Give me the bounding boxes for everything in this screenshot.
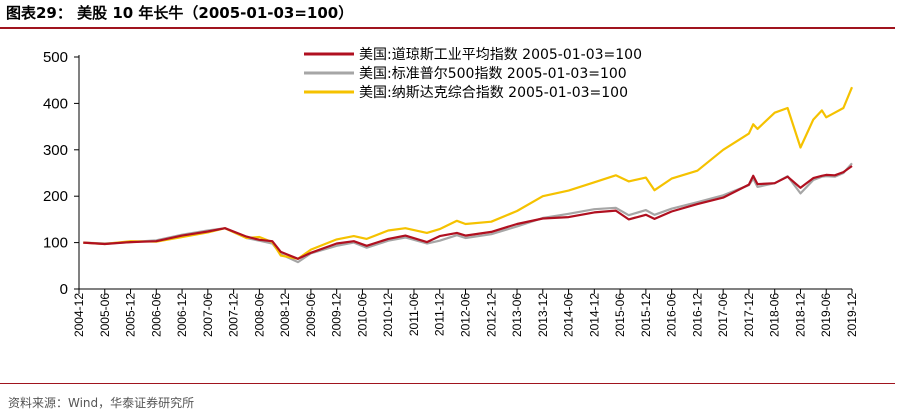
source-note: 资料来源：Wind，华泰证券研究所 [8,396,195,410]
legend-label-3: 美国:纳斯达克综合指数 2005-01-03=100 [359,85,628,101]
x-tick-label: 2018-12 [793,293,807,337]
legend-label-2: 美国:标准普尔500指数 2005-01-03=100 [359,66,627,82]
x-tick-label: 2008-12 [278,293,292,337]
x-tick-label: 2015-12 [639,293,653,337]
y-tick-label: 200 [43,188,68,205]
series-lines [83,86,854,264]
line-chart: 0 100 200 300 400 500 2004-12 2005-06 2005-12 200… [43,47,859,337]
x-tick-label: 2014-06 [562,293,576,337]
y-tick-label: 100 [43,235,68,252]
series-line-2 [83,162,853,264]
x-tick-label: 2014-12 [587,293,601,337]
x-tick-label: 2009-06 [304,293,318,337]
chart-axes: 0 100 200 300 400 500 2004-12 2005-06 2005-12 200… [43,49,859,337]
y-tick-label: 400 [43,95,68,112]
x-tick-label: 2007-12 [227,293,241,337]
x-tick-label: 2008-06 [252,293,266,337]
x-tick-label: 2005-06 [98,293,112,337]
figure-title: 图表29： 美股 10 年长牛（2005-01-03=100） [6,4,354,22]
y-tick-label: 0 [60,281,68,298]
x-tick-label: 2006-06 [149,293,163,337]
x-tick-label: 2018-06 [768,293,782,337]
x-tick-label: 2005-12 [124,293,138,337]
x-tick-label: 2007-06 [201,293,215,337]
chart-legend: 美国:道琼斯工业平均指数 2005-01-03=100 美国:标准普尔500指数 … [304,47,642,101]
x-tick-label: 2010-06 [355,293,369,337]
x-tick-label: 2013-12 [536,293,550,337]
x-tick-label: 2019-06 [819,293,833,337]
x-tick-label: 2006-12 [175,293,189,337]
x-tick-label: 2010-12 [381,293,395,337]
x-tick-label: 2017-12 [742,293,756,337]
x-tick-label: 2009-12 [330,293,344,337]
title-rule [0,27,895,29]
x-tick-label: 2015-06 [613,293,627,337]
x-tick-label: 2019-12 [845,293,859,337]
x-tick-label: 2011-06 [407,293,421,336]
x-tick-label: 2012-06 [459,293,473,337]
x-tick-label: 2011-12 [433,293,447,336]
bottom-rule [0,383,895,384]
series-line-1 [83,165,853,260]
y-tick-label: 300 [43,142,68,159]
figure-header: 图表29： 美股 10 年长牛（2005-01-03=100） [0,0,899,30]
legend-label-1: 美国:道琼斯工业平均指数 2005-01-03=100 [359,47,642,63]
x-tick-label: 2013-06 [510,293,524,337]
x-tick-label: 2012-12 [484,293,498,337]
x-tick-label: 2017-06 [716,293,730,337]
x-tick-label: 2016-06 [665,293,679,337]
x-tick-label: 2004-12 [72,293,86,337]
y-tick-label: 500 [43,49,68,66]
x-tick-label: 2016-12 [690,293,704,337]
